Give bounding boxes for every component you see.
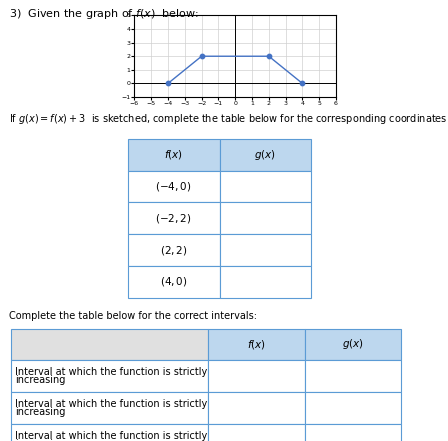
Point [164,80,172,87]
Text: $f(x)$: $f(x)$ [164,148,183,161]
Text: $f(x)$: $f(x)$ [247,338,266,351]
Bar [208,424,305,441]
Point [299,80,306,87]
Bar [305,424,401,441]
Text: $(-4, 0)$: $(-4, 0)$ [155,180,192,193]
Bar [208,392,305,424]
Text: If $g(x) = f(x) + 3$  is sketched, complete the table below for the correspondin: If $g(x) = f(x) + 3$ is sketched, comple… [9,112,448,127]
Text: Interval at which the function is strictly: Interval at which the function is strict… [15,399,207,409]
Bar [305,329,401,360]
Text: $(-2, 2)$: $(-2, 2)$ [155,212,192,225]
Text: increasing: increasing [15,407,65,417]
Text: Interval at which the function is strictly: Interval at which the function is strict… [15,367,207,377]
Text: $(4, 0)$: $(4, 0)$ [160,275,187,288]
Bar [220,139,311,171]
Point [265,52,272,60]
Bar [305,360,401,392]
Bar [128,171,220,202]
Point [198,52,205,60]
Text: increasing: increasing [15,439,65,441]
Bar [220,202,311,234]
Bar [128,139,220,171]
Bar [11,392,208,424]
Bar [128,234,220,266]
Text: Interval at which the function is strictly: Interval at which the function is strict… [15,431,207,441]
Text: 3)  Given the graph of $f(x)$  below:: 3) Given the graph of $f(x)$ below: [9,7,199,21]
Bar [220,266,311,298]
Text: Complete the table below for the correct intervals:: Complete the table below for the correct… [9,311,257,321]
Text: $g(x)$: $g(x)$ [254,148,276,162]
Text: increasing: increasing [15,375,65,385]
Bar [220,171,311,202]
Bar [128,266,220,298]
Bar [305,392,401,424]
Text: $g(x)$: $g(x)$ [342,337,364,351]
Bar [128,202,220,234]
Bar [208,329,305,360]
Bar [208,360,305,392]
Text: $(2, 2)$: $(2, 2)$ [160,243,187,257]
Bar [11,360,208,392]
Bar [11,424,208,441]
Bar [220,234,311,266]
Bar [11,329,208,360]
